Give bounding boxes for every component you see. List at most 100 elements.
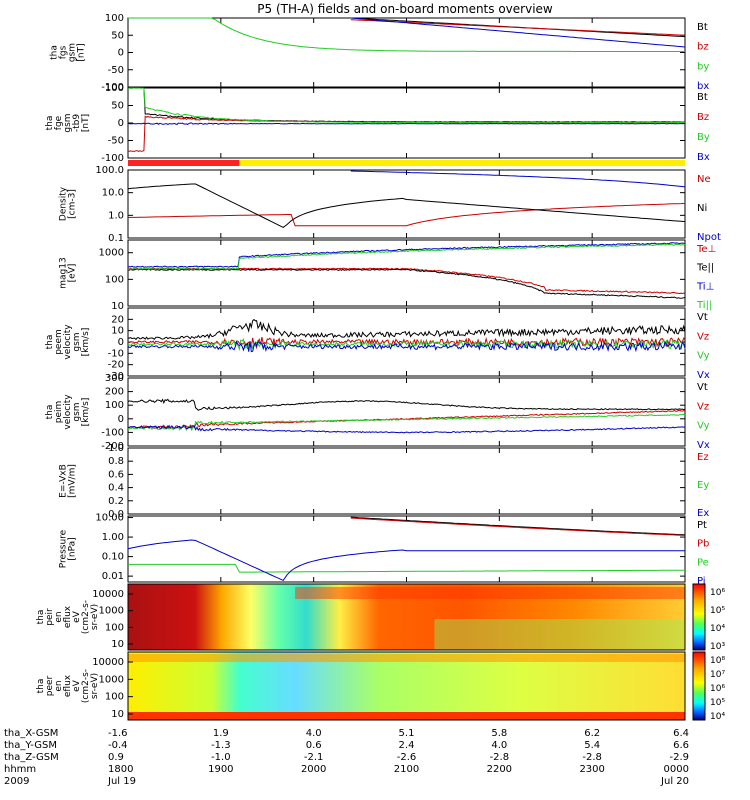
y-tick-label: 100.0 xyxy=(95,165,124,176)
x-axis-value: 0000 xyxy=(664,764,689,775)
y-tick-label: -200 xyxy=(101,441,124,452)
y-tick-label: -100 xyxy=(101,153,124,164)
x-axis-value: -0.4 xyxy=(108,740,128,751)
x-axis-value: 1.9 xyxy=(213,728,229,739)
y-tick-label: 200 xyxy=(105,387,124,398)
y-tick-label: 10 xyxy=(111,301,124,312)
x-axis-row-label: hhmm xyxy=(4,764,36,775)
panel-frame xyxy=(127,307,686,377)
series-line-Pt xyxy=(350,516,686,536)
y-tick-label: 1.0 xyxy=(108,443,124,454)
y-tick-label: 100 xyxy=(105,83,124,94)
legend-entry: Vt xyxy=(697,312,708,323)
y-tick-label: 0.2 xyxy=(108,496,124,507)
spectrogram-band xyxy=(128,712,685,720)
y-axis-label-line: [nT] xyxy=(81,114,91,132)
y-tick-label: 0 xyxy=(118,414,124,425)
colorbar-label: 10⁴ xyxy=(710,624,725,634)
y-axis-label-line: [nT] xyxy=(77,43,87,61)
series-line-Pb xyxy=(350,517,686,536)
panel-frame xyxy=(127,17,686,88)
series-line-Vx xyxy=(127,425,686,434)
y-tick-label: 10.00 xyxy=(95,513,124,524)
y-tick-label: 0.10 xyxy=(102,552,124,563)
series-line-Te|| xyxy=(127,268,686,299)
y-axis-label-line: fgs xyxy=(59,45,69,59)
y-axis-label-line: (cm2-s- xyxy=(81,669,91,703)
y-axis-label-line: gsm xyxy=(72,332,82,351)
y-tick-label: -20 xyxy=(108,360,124,371)
y-tick-label: 10 xyxy=(111,639,124,650)
x-axis-value: -2.8 xyxy=(490,752,510,763)
y-axis-label-line: [eV] xyxy=(68,264,78,283)
y-axis-label-line: [km/s] xyxy=(81,328,91,357)
legend-entry: Ni xyxy=(697,203,707,214)
x-axis-value: 2200 xyxy=(487,764,512,775)
series-line-Vt xyxy=(127,318,686,341)
x-axis-value: -1.0 xyxy=(211,752,231,763)
y-axis-label-line: [mV/m] xyxy=(68,464,78,498)
y-tick-label: 1000 xyxy=(99,606,124,617)
y-axis-label-line: Density xyxy=(59,186,69,221)
legend-entry: Pt xyxy=(697,520,707,531)
panel-fgs: tha fgs gsm [nT] 100 50 0 -50 -100 Bt bz by bx xyxy=(50,13,710,93)
colorbar-label: 10³ xyxy=(710,642,725,652)
y-axis-label-line: eflux xyxy=(63,605,73,628)
panel-frame xyxy=(127,239,686,307)
y-tick-label: 50 xyxy=(111,30,124,41)
y-axis-label-line: sr-eV) xyxy=(90,604,100,630)
legend-entry: Te|| xyxy=(696,263,714,274)
x-axis-value: 6.4 xyxy=(673,728,689,739)
x-axis-value: -2.6 xyxy=(397,752,417,763)
y-axis-label-line: tha xyxy=(45,335,55,350)
y-tick-label: 10000 xyxy=(92,589,124,600)
y-tick-label: -10 xyxy=(108,348,124,359)
panel-pressure: Pressure [nPa] 10.00 1.00 0.10 0.01 Pt Pb Pe Pi xyxy=(59,513,710,587)
series-line-Ni xyxy=(127,183,686,228)
y-axis-label-line: [km/s] xyxy=(81,398,91,427)
panel-temp: mag13 [eV] 1000 100 10 Te⊥ Te|| Ti⊥ Ti|| xyxy=(59,239,716,312)
chart-title: P5 (TH-A) fields and on-board moments ov… xyxy=(257,2,553,16)
y-axis-label-line: tha xyxy=(45,116,55,131)
y-tick-label: 100 xyxy=(105,400,124,411)
y-tick-label: -50 xyxy=(108,136,124,147)
y-axis-label-line: gsm xyxy=(72,402,82,421)
y-tick-label: 100 xyxy=(105,622,124,633)
y-axis-label-line: Pressure xyxy=(59,529,69,568)
y-axis-label-line: -tb9 xyxy=(72,114,82,132)
x-axis-value: 4.0 xyxy=(491,740,507,751)
y-tick-label: 0.01 xyxy=(102,571,124,582)
x-axis-value: -2.1 xyxy=(304,752,324,763)
series-line-Pe xyxy=(128,563,686,573)
series-line-by xyxy=(128,17,685,52)
y-axis-label-line: mag13 xyxy=(59,257,69,288)
y-axis-label-line: eV xyxy=(72,610,82,623)
y-tick-label: 50 xyxy=(111,101,124,112)
series-line-Vy xyxy=(127,338,686,352)
y-axis-label-line: [cm-3] xyxy=(68,189,78,219)
y-axis-label-line: (cm2-s- xyxy=(81,600,91,634)
y-tick-label: 1000 xyxy=(99,248,124,259)
legend-entry: Vz xyxy=(697,401,709,412)
y-axis-label-line: en xyxy=(54,680,64,691)
series-line-Pi xyxy=(127,539,685,582)
spectrogram xyxy=(128,652,685,720)
x-axis-value: 1900 xyxy=(208,764,233,775)
mode-bar-yellow xyxy=(239,160,685,166)
series-line-Npot xyxy=(350,170,686,188)
x-axis-row-label: tha_Y-GSM xyxy=(4,740,57,751)
colorbar-label: 10⁵ xyxy=(710,698,725,708)
panel-frame xyxy=(127,651,686,721)
mode-bar-red xyxy=(128,160,240,166)
y-tick-label: 1.0 xyxy=(108,210,124,221)
legend-entry: Pi xyxy=(697,576,706,587)
colorbar-label: 10⁶ xyxy=(710,684,725,694)
y-axis-label-line: gsm xyxy=(63,113,73,132)
y-tick-label: 10 xyxy=(111,326,124,337)
y-tick-label: 10000 xyxy=(92,657,124,668)
x-axis-value: 5.8 xyxy=(491,728,507,739)
y-axis-label-line: eV xyxy=(72,679,82,692)
legend-entry: Ez xyxy=(697,452,709,463)
y-tick-label: 0.4 xyxy=(108,483,124,494)
